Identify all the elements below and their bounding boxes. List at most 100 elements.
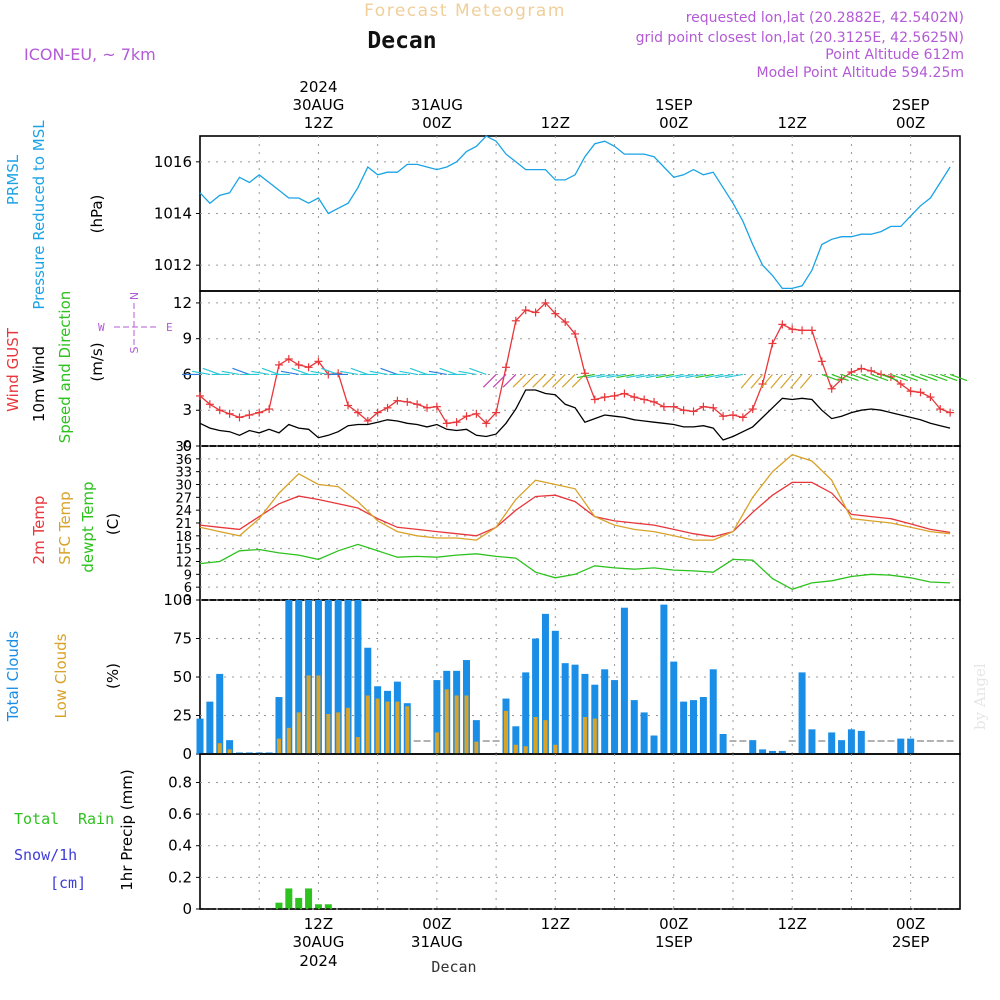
gust-marker: [482, 419, 491, 428]
wind-arrow: [522, 374, 537, 388]
gust-marker: [719, 412, 728, 421]
compass-west: W: [98, 321, 105, 334]
bar-total-clouds: [650, 735, 658, 754]
gust-marker: [472, 409, 481, 418]
wind-arrow: [596, 373, 615, 379]
bar-total-clouds: [581, 673, 589, 754]
gust-marker: [650, 397, 659, 406]
gust-marker: [205, 400, 214, 409]
wind-arrow: [280, 370, 299, 376]
point-altitude: Point Altitude 612m: [825, 47, 964, 63]
bar-low-clouds: [474, 741, 479, 754]
bar-low-clouds: [355, 737, 360, 754]
wind-arrow: [469, 367, 487, 376]
footer-location: Decan: [431, 958, 476, 976]
time-label-line2: 30AUG: [292, 933, 344, 951]
y-tick-label: 0.8: [168, 773, 192, 791]
bar-total-clouds: [206, 701, 214, 754]
time-label-line1: 12Z: [304, 915, 333, 933]
bar-low-clouds: [444, 689, 449, 754]
bar-low-clouds: [385, 701, 390, 754]
bar-low-clouds: [454, 695, 459, 754]
bar-total-clouds: [561, 663, 569, 754]
panel-pressure: 1012 1014 1016 PRMSL Pressure Reduced to MSL…: [4, 120, 961, 310]
series-line-sfc-temp: [199, 453, 951, 541]
wind-arrow: [192, 370, 210, 376]
wind-arrow: [665, 373, 684, 379]
y-axis-label: (%): [104, 663, 122, 689]
gust-marker: [728, 411, 737, 419]
series-line-dewpt-temp: [199, 543, 951, 591]
y-tick-label: 25: [173, 707, 192, 725]
bar-total-clouds: [601, 669, 609, 754]
gust-marker: [413, 400, 422, 409]
gust-marker: [669, 402, 678, 411]
bar-total-clouds: [778, 750, 786, 754]
bar-total-clouds: [709, 669, 717, 754]
time-label-line2: 30AUG: [292, 96, 344, 114]
gust-marker: [284, 354, 293, 363]
panel-label: 10m Wind: [30, 346, 48, 422]
wind-arrow: [880, 373, 899, 382]
bar-total-clouds: [285, 600, 293, 754]
bar-low-clouds: [365, 695, 370, 754]
panel-frame: [199, 753, 961, 910]
bar-total-clouds: [433, 680, 441, 754]
gust-marker: [531, 308, 540, 317]
bar-total-rain: [324, 904, 332, 909]
wind-arrow: [770, 374, 783, 389]
wind-arrow: [760, 374, 773, 389]
bar-low-clouds: [306, 675, 311, 754]
time-label-line3: 12Z: [778, 114, 807, 132]
bar-low-clouds: [326, 713, 331, 754]
wind-arrow: [740, 374, 754, 389]
y-tick-label: 1014: [154, 205, 192, 223]
wind-arrow: [920, 373, 938, 382]
time-label-line1: 12Z: [778, 915, 807, 933]
y-axis-label: (hPa): [88, 195, 106, 234]
wind-arrow: [492, 374, 507, 388]
y-tick-label: 12: [173, 294, 192, 312]
y-tick-label: 18: [175, 530, 192, 545]
panel-frame: [199, 290, 961, 447]
top-time-label: 12Z: [778, 114, 807, 132]
gust-marker: [393, 396, 402, 405]
series-line-10m-wind: [199, 389, 951, 441]
wind-arrow: [439, 367, 457, 376]
wind-arrow: [202, 367, 220, 376]
gust-marker: [403, 397, 412, 406]
wind-arrow: [750, 374, 764, 389]
panel-label: Low Clouds: [52, 633, 70, 718]
wind-arrow: [261, 367, 280, 376]
bar-low-clouds: [395, 701, 400, 754]
panel-label: PRMSL: [4, 154, 22, 205]
precip-snow-label: Snow/1h: [14, 846, 77, 864]
time-label-line2: 2SEP: [892, 96, 930, 114]
bar-total-clouds: [541, 613, 549, 754]
bar-low-clouds: [464, 695, 469, 754]
wind-arrow: [232, 367, 250, 376]
bar-total-clouds: [275, 697, 283, 754]
gust-marker: [738, 413, 747, 422]
wind-arrow: [340, 370, 359, 376]
panel-label: 2m Temp: [30, 496, 48, 565]
wind-arrow: [606, 373, 625, 379]
gust-marker: [807, 326, 816, 335]
gust-marker: [314, 357, 323, 366]
wind-arrow: [780, 374, 793, 389]
gust-marker: [353, 408, 362, 417]
y-tick-label: 27: [175, 491, 192, 506]
bar-total-rain: [285, 888, 293, 909]
wind-arrow: [251, 370, 270, 376]
bar-total-clouds: [216, 673, 224, 754]
y-tick-label: 15: [175, 543, 192, 558]
bar-total-clouds: [719, 733, 727, 754]
y-tick-label: 1016: [154, 153, 192, 171]
wind-arrow: [291, 367, 309, 376]
y-tick-label: 9: [184, 568, 192, 583]
gust-marker: [442, 419, 451, 428]
